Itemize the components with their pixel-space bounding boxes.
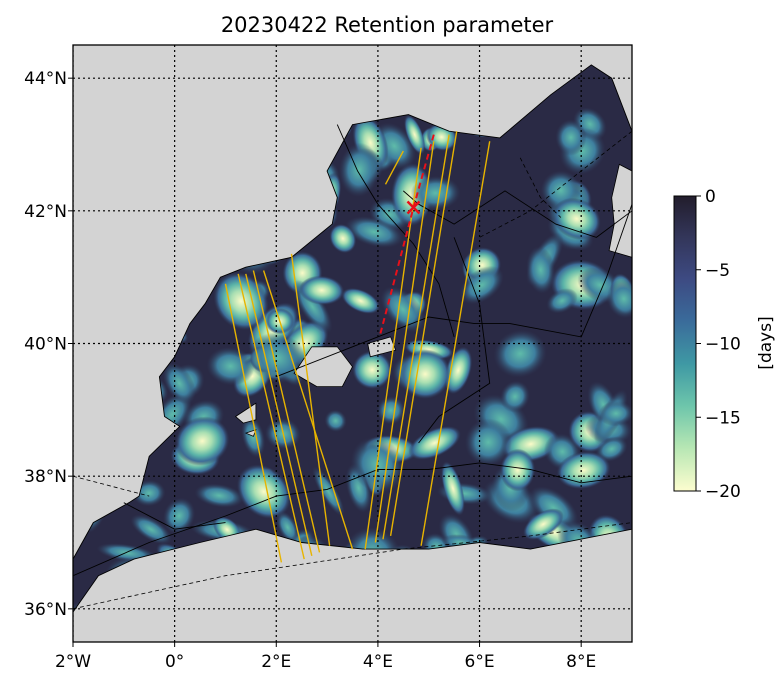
- satellite-track: [252, 270, 321, 553]
- map-axes: 2°W 0° 2°E 4°E 6°E 8°E 36°N 38°N 40°N 42°N 44°N: [24, 44, 633, 672]
- position-marker: [406, 200, 421, 215]
- y-tick-label: 44°N: [24, 69, 67, 89]
- island-formentera: [244, 429, 257, 437]
- colorbar: 0 −5 −10 −15 −20 [days]: [673, 187, 776, 502]
- sea-area: [73, 64, 632, 613]
- islands: [234, 163, 632, 437]
- retention-blob: [130, 514, 172, 545]
- drift-path: [379, 134, 435, 334]
- satellite-track: [382, 134, 450, 540]
- retention-blob: [341, 287, 380, 314]
- retention-blob: [175, 416, 230, 466]
- retention-blob: [236, 464, 292, 519]
- satellite-track: [420, 141, 491, 546]
- retention-blob: [380, 286, 426, 333]
- satellite-track: [389, 131, 458, 537]
- y-tick-label: 36°N: [24, 600, 67, 620]
- satellite-track: [384, 150, 404, 185]
- border-line-dashed: [73, 475, 150, 497]
- satellite-tracks: [224, 131, 491, 563]
- colorbar-tick-label: −15: [705, 408, 741, 428]
- colorbar-tick-label: −10: [705, 335, 741, 355]
- retention-blob: [408, 426, 461, 460]
- border-line: [418, 237, 491, 444]
- retention-blob: [206, 346, 255, 386]
- map-title: 20230422 Retention parameter: [221, 13, 554, 37]
- satellite-track: [245, 273, 313, 556]
- satellite-track: [237, 273, 305, 560]
- border-line: [123, 502, 226, 530]
- border-line: [73, 462, 632, 577]
- border-line: [336, 124, 455, 338]
- colorbar-tick-label: −5: [705, 261, 730, 281]
- colorbar-ticks: 0 −5 −10 −15 −20: [696, 187, 741, 502]
- y-tick-label: 40°N: [24, 335, 67, 355]
- retention-blob: [441, 461, 465, 516]
- x-tick-label: 0°: [165, 652, 184, 672]
- border-line-dashed: [73, 522, 632, 610]
- y-tick-label: 42°N: [24, 202, 67, 222]
- x-tick-label: 8°E: [566, 652, 596, 672]
- retention-blob: [444, 346, 473, 395]
- retention-blob: [493, 329, 547, 378]
- x-tick-labels: 2°W 0° 2°E 4°E 6°E 8°E: [55, 642, 596, 672]
- satellite-track: [224, 283, 283, 563]
- retention-blob: [162, 497, 196, 534]
- retention-blob: [464, 418, 512, 467]
- coastline: [73, 64, 632, 613]
- retention-blob: [526, 246, 556, 294]
- retention-blob: [500, 380, 530, 413]
- retention-blob: [162, 362, 196, 405]
- border-line: [403, 190, 632, 238]
- retention-blob: [345, 216, 404, 248]
- retention-blob: [528, 486, 579, 530]
- retention-blob: [404, 114, 426, 155]
- x-tick-label: 2°E: [261, 652, 291, 672]
- retention-blob: [276, 510, 300, 544]
- retention-blob: [338, 142, 380, 198]
- satellite-track: [374, 141, 435, 543]
- retention-blob: [329, 223, 357, 254]
- colorbar-tick-label: −20: [705, 482, 741, 502]
- border-line: [276, 204, 632, 378]
- retention-blob: [523, 508, 564, 540]
- x-tick-label: 2°W: [55, 652, 91, 672]
- x-tick-label: 4°E: [363, 652, 393, 672]
- border-lines: [73, 64, 632, 613]
- retention-blob: [546, 288, 578, 314]
- retention-blob: [299, 275, 345, 305]
- retention-blob: [598, 400, 632, 427]
- colorbar-tick-label: 0: [705, 187, 716, 207]
- retention-blob: [555, 119, 587, 156]
- retention-blob: [194, 483, 244, 508]
- graticule: [73, 45, 632, 642]
- island-mallorca: [293, 346, 353, 387]
- retention-blob: [324, 409, 347, 432]
- retention-blob: [352, 350, 392, 390]
- colorbar-label: [days]: [756, 316, 776, 369]
- y-tick-labels: 36°N 38°N 40°N 42°N 44°N: [24, 69, 73, 620]
- border-line-dashed: [479, 130, 632, 238]
- x-tick-label: 6°E: [465, 652, 495, 672]
- retention-blob: [606, 279, 632, 319]
- retention-blob: [552, 197, 601, 240]
- satellite-track: [262, 270, 354, 550]
- satellite-track: [290, 253, 331, 546]
- colorbar-gradient: [673, 195, 697, 492]
- retention-blob: [459, 265, 504, 305]
- y-tick-label: 38°N: [24, 467, 67, 487]
- retention-blob: [500, 448, 536, 492]
- island-menorca: [367, 336, 397, 358]
